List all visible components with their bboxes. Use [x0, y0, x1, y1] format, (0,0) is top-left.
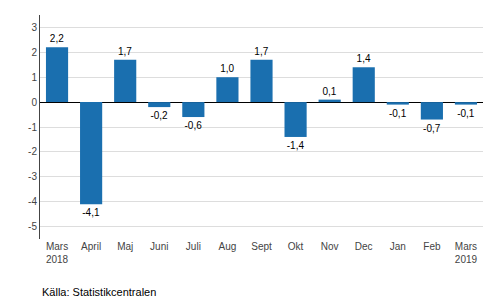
svg-text:-1,4: -1,4	[287, 140, 305, 151]
svg-text:Aug: Aug	[219, 241, 237, 252]
svg-text:Maj: Maj	[117, 241, 133, 252]
svg-text:-4,1: -4,1	[82, 207, 100, 218]
svg-text:0: 0	[31, 97, 37, 108]
svg-text:Dec: Dec	[355, 241, 373, 252]
svg-text:2,2: 2,2	[50, 33, 64, 44]
svg-text:-5: -5	[28, 221, 37, 232]
svg-text:-4: -4	[28, 196, 37, 207]
svg-text:-0,1: -0,1	[389, 108, 407, 119]
svg-text:-0,7: -0,7	[423, 123, 441, 134]
svg-text:-3: -3	[28, 171, 37, 182]
svg-text:Juli: Juli	[186, 241, 201, 252]
svg-text:-2: -2	[28, 146, 37, 157]
svg-text:2: 2	[31, 47, 37, 58]
svg-text:Källa: Statistikcentralen: Källa: Statistikcentralen	[42, 286, 156, 298]
svg-text:1,7: 1,7	[254, 46, 268, 57]
svg-text:3: 3	[31, 22, 37, 33]
svg-text:-0,2: -0,2	[150, 110, 168, 121]
svg-text:0,1: 0,1	[322, 86, 336, 97]
svg-text:Juni: Juni	[150, 241, 168, 252]
svg-text:1: 1	[31, 72, 37, 83]
svg-text:Mars2018: Mars2018	[46, 241, 69, 265]
svg-text:Nov: Nov	[321, 241, 339, 252]
svg-text:Jan: Jan	[390, 241, 406, 252]
svg-text:1,4: 1,4	[357, 53, 371, 64]
svg-text:Okt: Okt	[288, 241, 304, 252]
svg-text:-0,1: -0,1	[457, 108, 475, 119]
svg-text:1,0: 1,0	[220, 63, 234, 74]
svg-text:-0,6: -0,6	[185, 120, 203, 131]
svg-text:Feb: Feb	[423, 241, 441, 252]
svg-text:Mars2019: Mars2019	[455, 241, 478, 265]
svg-text:Sept: Sept	[251, 241, 272, 252]
svg-text:-1: -1	[28, 122, 37, 133]
svg-text:1,7: 1,7	[118, 46, 132, 57]
svg-text:April: April	[81, 241, 101, 252]
